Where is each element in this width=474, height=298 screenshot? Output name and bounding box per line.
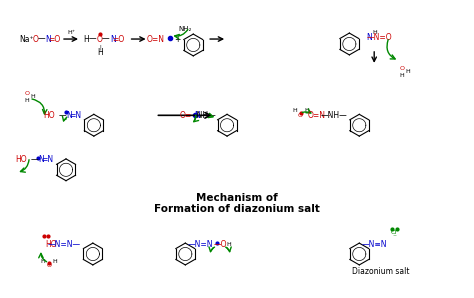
Text: Diazonium salt: Diazonium salt [352, 267, 410, 276]
Text: —: — [89, 35, 97, 44]
Text: H: H [97, 48, 103, 58]
Text: =O: =O [112, 35, 125, 44]
Text: H: H [373, 30, 378, 35]
Text: H: H [400, 73, 404, 78]
Text: O: O [298, 113, 303, 118]
Text: Na⁺: Na⁺ [19, 35, 34, 44]
Text: H: H [304, 108, 309, 113]
Text: |: | [99, 44, 100, 50]
Text: Formation of diazonium salt: Formation of diazonium salt [154, 204, 320, 215]
Text: N: N [194, 111, 200, 120]
Text: H: H [41, 260, 46, 264]
Text: H: H [227, 242, 231, 247]
Text: H: H [53, 260, 57, 264]
Text: —N=N—: —N=N— [47, 240, 81, 249]
Text: H: H [31, 94, 36, 99]
Text: O: O [46, 263, 52, 268]
Text: H: H [292, 108, 297, 113]
Text: ⁻: ⁻ [392, 233, 396, 242]
Text: :: : [328, 109, 331, 118]
Text: —NH—: —NH— [190, 111, 217, 120]
Text: =N: =N [69, 111, 81, 120]
Text: H⁺: H⁺ [67, 30, 75, 35]
Text: =N: =N [41, 155, 53, 164]
Text: O=: O= [179, 111, 191, 120]
Text: —: — [30, 155, 38, 164]
Text: O=N: O=N [146, 35, 164, 44]
Text: HO: HO [16, 155, 27, 164]
Text: H: H [83, 35, 89, 44]
Text: —: — [102, 35, 109, 44]
Text: +: + [174, 35, 181, 44]
Text: —N≡N: —N≡N [362, 240, 387, 249]
Text: H: H [25, 98, 29, 103]
Text: N: N [110, 35, 116, 44]
Text: H: H [406, 69, 410, 74]
Text: N: N [366, 32, 372, 41]
Text: HO: HO [46, 240, 57, 249]
Text: —N=O: —N=O [366, 32, 392, 41]
Text: N: N [38, 155, 44, 164]
Text: N: N [66, 111, 72, 120]
Text: O: O [400, 66, 404, 71]
Text: N: N [45, 35, 51, 44]
Text: NH₂: NH₂ [179, 26, 192, 32]
Text: O: O [25, 91, 30, 96]
Text: O: O [97, 35, 103, 44]
Text: —N=N: —N=N [187, 240, 213, 249]
Text: —NH—: —NH— [321, 111, 348, 120]
Text: Cl: Cl [391, 230, 397, 235]
Text: O=N: O=N [308, 111, 326, 120]
Text: —O: —O [213, 240, 227, 249]
Text: —: — [37, 35, 45, 44]
Text: =O: =O [48, 35, 60, 44]
Text: O: O [32, 35, 38, 44]
Text: —: — [58, 111, 66, 120]
Text: Mechanism of: Mechanism of [196, 193, 278, 203]
Text: HO: HO [43, 111, 55, 120]
